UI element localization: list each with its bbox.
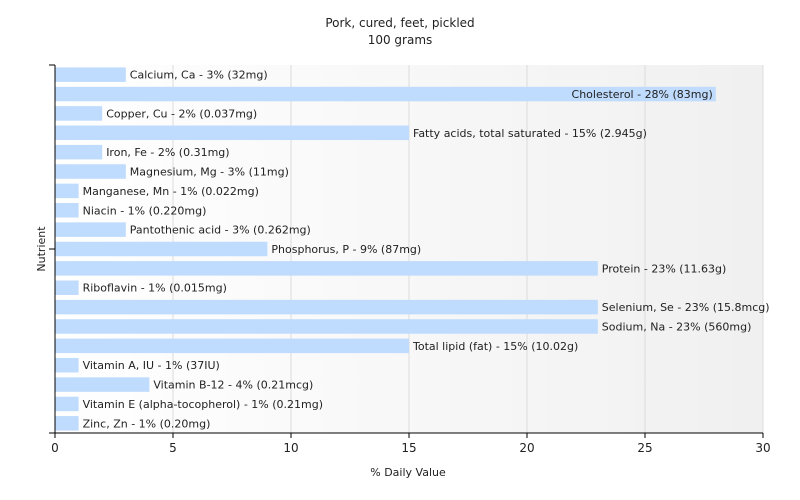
bar-label: Vitamin E (alpha-tocopherol) - 1% (0.21m… xyxy=(83,398,323,411)
bar-label: Copper, Cu - 2% (0.037mg) xyxy=(106,107,257,120)
bar-label: Vitamin A, IU - 1% (37IU) xyxy=(83,359,220,372)
bar xyxy=(55,357,79,373)
bar-label: Selenium, Se - 23% (15.8mcg) xyxy=(602,301,770,314)
x-tick-label: 20 xyxy=(519,441,534,455)
bar xyxy=(55,183,79,199)
bar xyxy=(55,338,409,354)
bar-label: Riboflavin - 1% (0.015mg) xyxy=(83,282,227,295)
bar xyxy=(55,106,103,121)
bar xyxy=(55,396,79,412)
bar-label: Cholesterol - 28% (83mg) xyxy=(572,88,713,101)
bar-label: Calcium, Ca - 3% (32mg) xyxy=(130,69,268,82)
x-tick-label: 5 xyxy=(169,441,177,455)
bar xyxy=(55,377,150,392)
chart-title: Pork, cured, feet, pickled xyxy=(325,16,474,30)
bar-label: Vitamin B-12 - 4% (0.21mcg) xyxy=(153,379,313,392)
bar xyxy=(55,241,268,257)
bar-label: Phosphorus, P - 9% (87mg) xyxy=(271,243,421,256)
bar xyxy=(55,222,126,237)
bar xyxy=(55,280,79,295)
bar xyxy=(55,416,79,431)
bar xyxy=(55,86,716,102)
x-tick-label: 30 xyxy=(755,441,770,455)
bar xyxy=(55,261,598,276)
x-tick-label: 0 xyxy=(51,441,59,455)
y-axis-label: Nutrient xyxy=(35,226,48,272)
chart-subtitle: 100 grams xyxy=(368,33,433,47)
bar-labels: Calcium, Ca - 3% (32mg) Cholesterol - 28%… xyxy=(83,69,770,431)
bar xyxy=(55,67,126,82)
bar-label: Fatty acids, total saturated - 15% (2.94… xyxy=(413,127,647,140)
bar-label: Manganese, Mn - 1% (0.022mg) xyxy=(83,185,259,198)
bar-label: Niacin - 1% (0.220mg) xyxy=(83,204,207,217)
bar xyxy=(55,203,79,218)
bar-label: Total lipid (fat) - 15% (10.02g) xyxy=(412,340,578,353)
bar xyxy=(55,144,103,160)
x-tick-label: 25 xyxy=(637,441,652,455)
x-tick-label: 10 xyxy=(283,441,298,455)
bar-label: Magnesium, Mg - 3% (11mg) xyxy=(130,166,289,179)
axes: 0 5 10 15 20 25 30 xyxy=(49,64,771,455)
bars xyxy=(55,67,716,431)
x-axis-label: % Daily Value xyxy=(370,466,446,479)
bar xyxy=(55,299,598,315)
bar-label: Iron, Fe - 2% (0.31mg) xyxy=(106,146,229,159)
bar-label: Pantothenic acid - 3% (0.262mg) xyxy=(130,224,311,237)
bar-label: Zinc, Zn - 1% (0.20mg) xyxy=(83,417,211,430)
bar xyxy=(55,164,126,179)
x-tick-label: 15 xyxy=(401,441,416,455)
bar-label: Sodium, Na - 23% (560mg) xyxy=(602,320,752,333)
bar xyxy=(55,125,409,141)
bar xyxy=(55,319,598,334)
bar-label: Protein - 23% (11.63g) xyxy=(602,262,727,275)
